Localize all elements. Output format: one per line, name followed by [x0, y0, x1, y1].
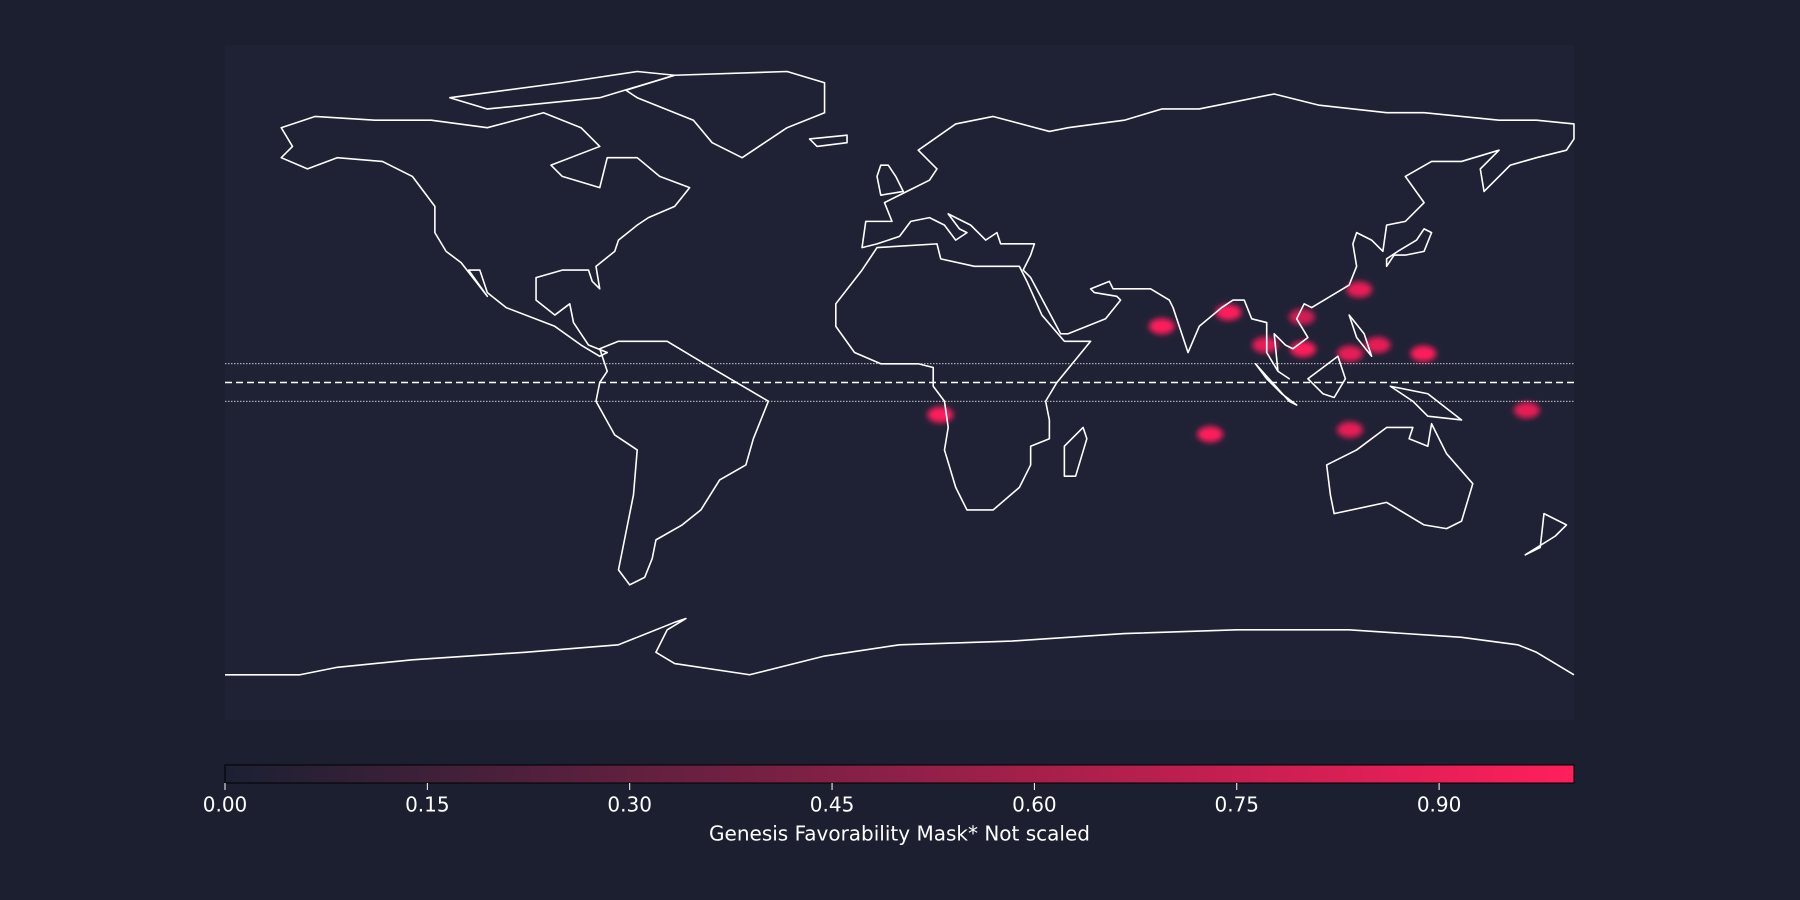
australia: [1327, 424, 1473, 529]
colorbar-tick-label: 0.75: [1214, 793, 1259, 817]
colorbar-tick-label: 0.45: [810, 793, 855, 817]
genesis-hotspot: [1513, 402, 1540, 419]
iceland: [810, 135, 847, 146]
genesis-hotspot: [1288, 308, 1315, 325]
colorbar-tick-label: 0.30: [607, 793, 652, 817]
genesis-hotspot: [1215, 304, 1242, 321]
genesis-hotspot: [1148, 318, 1175, 335]
madagascar: [1064, 427, 1086, 476]
genesis-hotspot: [927, 406, 954, 423]
colorbar-label: Genesis Favorability Mask* Not scaled: [709, 822, 1090, 846]
greenland: [626, 71, 825, 157]
africa: [836, 244, 1091, 510]
colorbar-tick-label: 0.00: [203, 793, 248, 817]
genesis-hotspot: [1346, 281, 1373, 298]
colorbar: [224, 764, 1575, 784]
reference-lines: [225, 363, 1574, 402]
philippines: [1349, 315, 1371, 356]
genesis-hotspot: [1410, 345, 1437, 362]
genesis-hotspot: [1364, 337, 1391, 353]
borneo: [1308, 356, 1345, 397]
antarctica: [225, 619, 1574, 675]
colorbar-tick-label: 0.15: [405, 793, 450, 817]
colorbar-tick-label: 0.90: [1417, 793, 1462, 817]
britain: [877, 165, 903, 195]
eurasia: [862, 94, 1574, 379]
genesis-hotspot: [1197, 426, 1224, 443]
sumatra: [1255, 364, 1296, 405]
hotspot-layer: [927, 281, 1540, 443]
coastlines: [225, 71, 1574, 674]
colorbar-ticks: 0.00 0.15 0.30 0.45 0.60 0.75 0.90: [203, 783, 1462, 817]
genesis-hotspot: [1290, 341, 1317, 358]
japan: [1387, 229, 1432, 266]
north-america: [281, 113, 689, 357]
new-guinea: [1390, 386, 1461, 420]
genesis-hotspot: [1252, 337, 1279, 353]
genesis-hotspot: [1336, 421, 1363, 438]
new-zealand: [1525, 514, 1566, 555]
genesis-hotspot: [1336, 345, 1363, 362]
colorbar-tick-label: 0.60: [1012, 793, 1057, 817]
south-america: [596, 341, 768, 585]
